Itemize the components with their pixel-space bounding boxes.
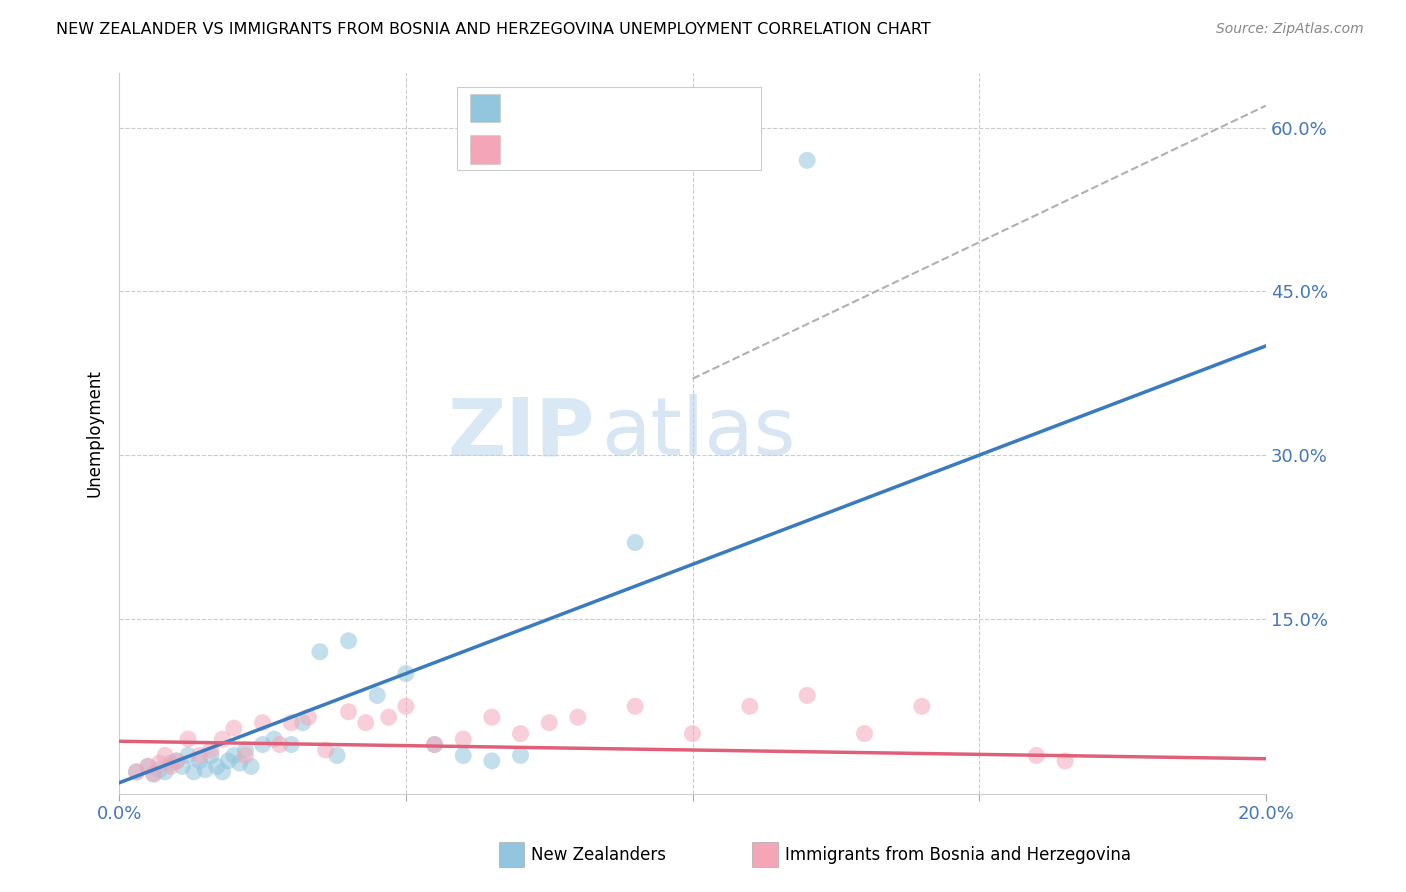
Y-axis label: Unemployment: Unemployment bbox=[86, 369, 103, 497]
Point bbox=[222, 748, 245, 763]
Point bbox=[796, 153, 818, 168]
Point bbox=[263, 732, 285, 747]
Point bbox=[183, 764, 205, 779]
Point bbox=[125, 764, 148, 779]
Point bbox=[377, 710, 399, 724]
Point bbox=[160, 756, 183, 770]
Point bbox=[567, 710, 589, 724]
Point bbox=[211, 732, 233, 747]
Point bbox=[153, 764, 176, 779]
Text: NEW ZEALANDER VS IMMIGRANTS FROM BOSNIA AND HERZEGOVINA UNEMPLOYMENT CORRELATION: NEW ZEALANDER VS IMMIGRANTS FROM BOSNIA … bbox=[56, 22, 931, 37]
Point bbox=[395, 666, 418, 681]
Point bbox=[240, 759, 263, 773]
Point bbox=[796, 689, 818, 703]
Text: Immigrants from Bosnia and Herzegovina: Immigrants from Bosnia and Herzegovina bbox=[785, 847, 1130, 864]
Point bbox=[451, 732, 474, 747]
Point bbox=[395, 699, 418, 714]
Point bbox=[682, 726, 704, 740]
Point bbox=[205, 759, 228, 773]
Text: ZIP: ZIP bbox=[447, 394, 595, 473]
Point bbox=[291, 715, 314, 730]
Point bbox=[125, 764, 148, 779]
Point bbox=[538, 715, 561, 730]
Point bbox=[423, 738, 446, 752]
Point bbox=[911, 699, 934, 714]
Point bbox=[153, 748, 176, 763]
Point bbox=[188, 748, 211, 763]
Point bbox=[366, 689, 388, 703]
Point bbox=[624, 699, 647, 714]
Point bbox=[354, 715, 377, 730]
Point bbox=[509, 748, 531, 763]
Point bbox=[1025, 748, 1047, 763]
Point bbox=[315, 743, 337, 757]
Point bbox=[160, 759, 183, 773]
Point bbox=[148, 763, 170, 777]
Point bbox=[228, 756, 250, 770]
Point bbox=[177, 732, 200, 747]
Point bbox=[235, 748, 257, 763]
Point bbox=[337, 633, 360, 648]
Point bbox=[297, 710, 319, 724]
Point bbox=[166, 754, 188, 768]
Point bbox=[423, 738, 446, 752]
Point bbox=[194, 763, 217, 777]
Point bbox=[200, 748, 222, 763]
Point bbox=[142, 767, 165, 781]
Point bbox=[222, 721, 245, 735]
Point bbox=[481, 754, 503, 768]
Point bbox=[269, 738, 291, 752]
Point bbox=[136, 759, 159, 773]
Point bbox=[624, 535, 647, 549]
Text: atlas: atlas bbox=[600, 394, 796, 473]
Point bbox=[337, 705, 360, 719]
Text: New Zealanders: New Zealanders bbox=[531, 847, 666, 864]
Point bbox=[326, 748, 349, 763]
Point bbox=[211, 764, 233, 779]
Point bbox=[188, 754, 211, 768]
Point bbox=[172, 759, 194, 773]
Point bbox=[200, 743, 222, 757]
Point bbox=[136, 759, 159, 773]
Point bbox=[235, 743, 257, 757]
Point bbox=[177, 748, 200, 763]
Point bbox=[451, 748, 474, 763]
Point bbox=[853, 726, 876, 740]
Point bbox=[309, 645, 332, 659]
Point bbox=[148, 756, 170, 770]
Point bbox=[217, 754, 239, 768]
Point bbox=[509, 726, 531, 740]
Point bbox=[280, 715, 302, 730]
Text: Source: ZipAtlas.com: Source: ZipAtlas.com bbox=[1216, 22, 1364, 37]
Point bbox=[142, 767, 165, 781]
Point bbox=[280, 738, 302, 752]
Point bbox=[252, 715, 274, 730]
Point bbox=[738, 699, 761, 714]
Point bbox=[252, 738, 274, 752]
Point bbox=[166, 754, 188, 768]
Point bbox=[481, 710, 503, 724]
Point bbox=[1054, 754, 1077, 768]
